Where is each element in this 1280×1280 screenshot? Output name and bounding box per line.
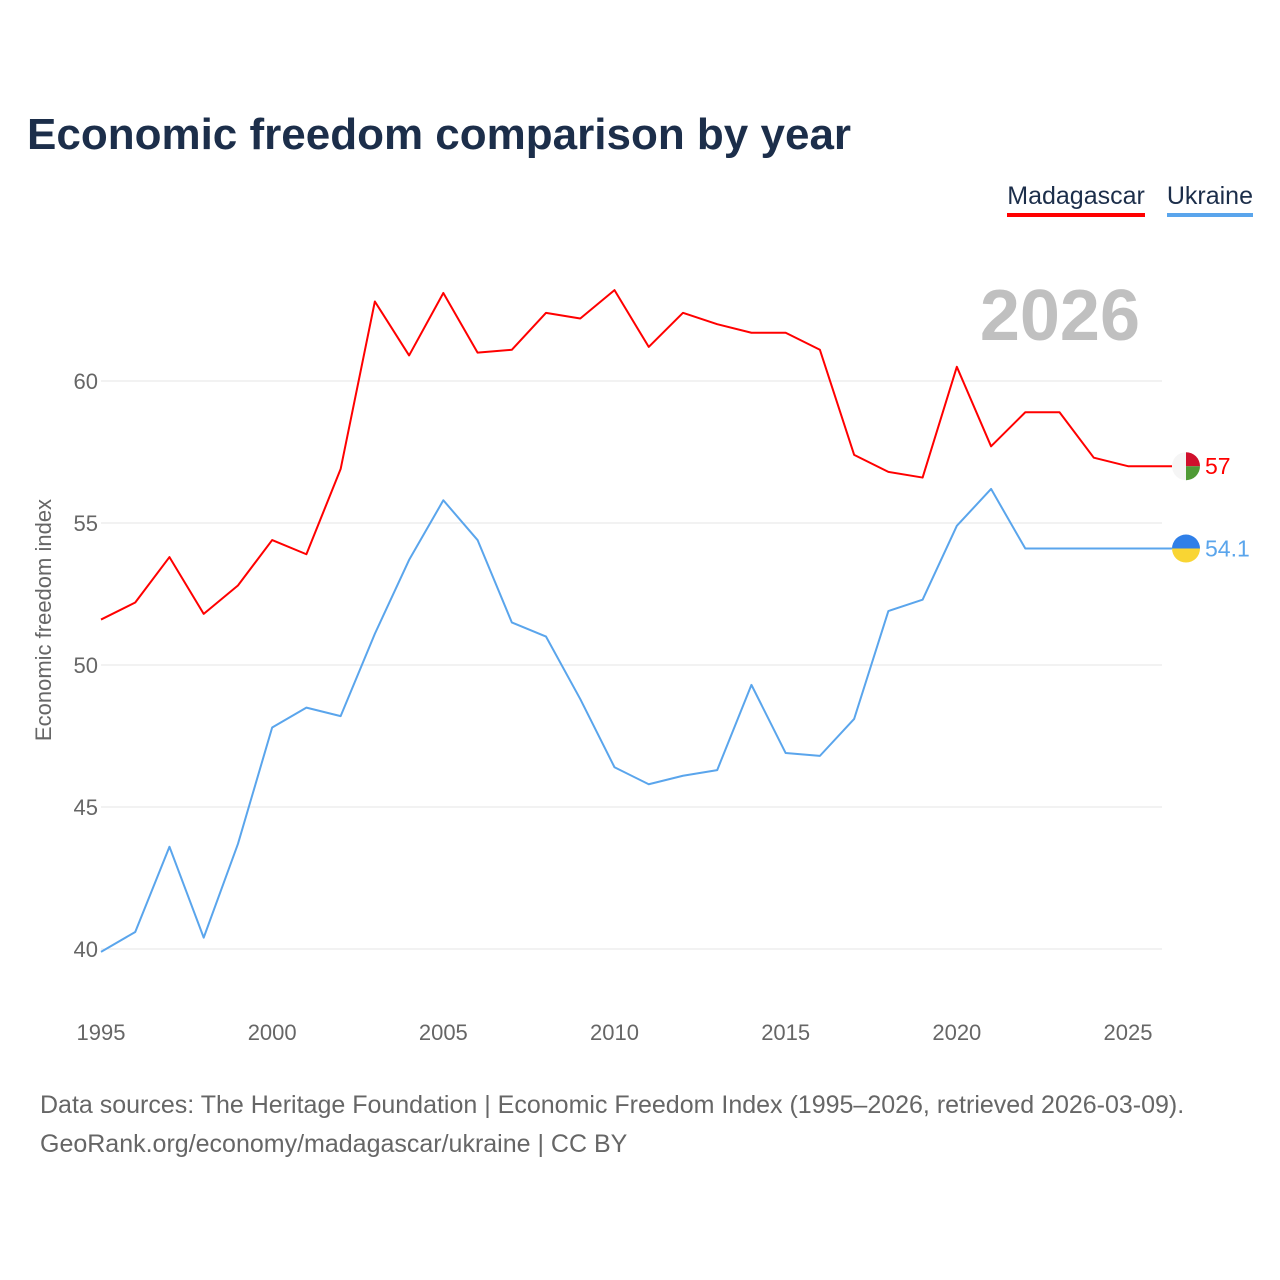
legend-madagascar[interactable]: Madagascar xyxy=(1007,182,1145,217)
x-tick-label: 2010 xyxy=(590,1020,639,1045)
x-tick-label: 2000 xyxy=(248,1020,297,1045)
source-line-1: Data sources: The Heritage Foundation | … xyxy=(40,1091,1185,1119)
x-tick-label: 1995 xyxy=(77,1020,126,1045)
source-note: Data sources: The Heritage Foundation | … xyxy=(40,1086,1184,1164)
legend: Madagascar Ukraine xyxy=(1007,182,1253,217)
x-tick-label: 2015 xyxy=(761,1020,810,1045)
x-tick-label: 2020 xyxy=(932,1020,981,1045)
y-tick-label: 40 xyxy=(74,937,98,962)
end-label-madagascar: 57 xyxy=(1205,453,1231,479)
y-tick-label: 50 xyxy=(74,653,98,678)
legend-ukraine[interactable]: Ukraine xyxy=(1166,182,1253,217)
year-watermark: 2026 xyxy=(980,276,1140,356)
y-tick-label: 55 xyxy=(74,511,98,536)
x-tick-label: 2005 xyxy=(419,1020,468,1045)
y-tick-label: 45 xyxy=(74,795,98,820)
flag-icon-madagascar xyxy=(1172,452,1200,481)
flag-icon-ukraine xyxy=(1172,534,1200,563)
end-label-ukraine: 54.1 xyxy=(1205,536,1250,562)
series-line-ukraine xyxy=(100,487,1172,953)
chart-title: Economic freedom comparison by year xyxy=(27,110,852,159)
series-line-madagascar xyxy=(100,289,1172,621)
y-axis-label: Economic freedom index xyxy=(31,499,56,741)
x-tick-label: 2025 xyxy=(1104,1020,1153,1045)
source-line-2[interactable]: GeoRank.org/economy/madagascar/ukraine |… xyxy=(40,1130,628,1158)
y-tick-label: 60 xyxy=(74,369,98,394)
